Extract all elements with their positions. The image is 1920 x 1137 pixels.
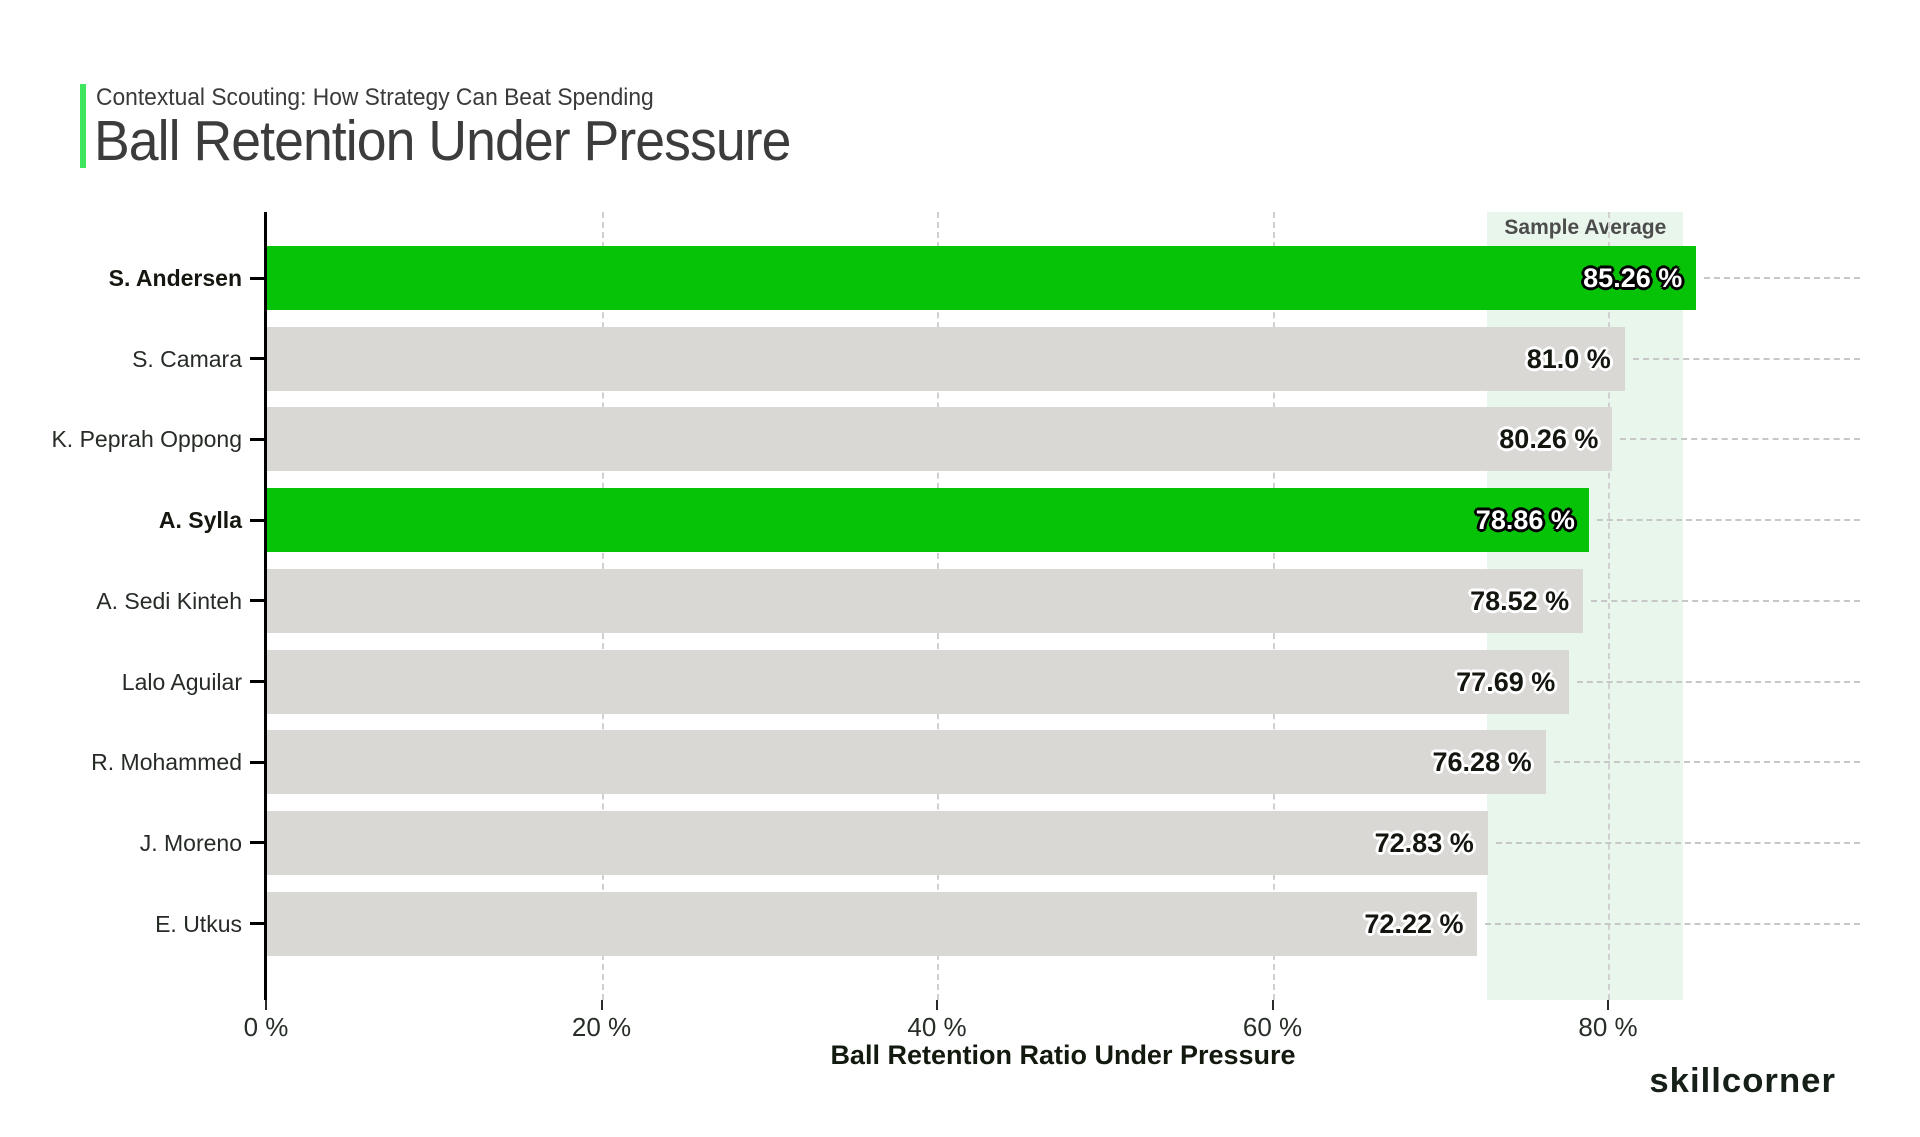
bar-leader-dash xyxy=(1596,519,1860,522)
player-label: S. Andersen xyxy=(108,265,242,291)
bar-leader-dash xyxy=(1495,841,1860,844)
x-tick-mark xyxy=(265,1000,267,1010)
plot-area: Sample Average 0 % 20 % 40 % 60 % 80 % S. Ande… xyxy=(51,212,1860,1042)
skillcorner-logo: skillcorner xyxy=(1649,1062,1836,1100)
x-tick-mark xyxy=(936,1000,938,1010)
bar-value-label: 77.69 % xyxy=(1456,666,1556,697)
bar-leader-dash xyxy=(1577,680,1860,683)
bar: 85.26 % xyxy=(266,246,1697,310)
chart-title: Ball Retention Under Pressure xyxy=(94,109,791,173)
player-label: R. Mohammed xyxy=(91,749,242,776)
title-accent-bar xyxy=(80,84,86,168)
bar: 77.69 % xyxy=(266,649,1570,714)
bar: 72.22 % xyxy=(266,891,1478,956)
y-tick-mark xyxy=(250,760,266,764)
grid-line xyxy=(1608,212,1610,1000)
x-tick-label: 80 % xyxy=(1578,1012,1638,1042)
y-tick-mark xyxy=(250,922,266,926)
y-tick-mark xyxy=(250,518,266,522)
y-tick-mark xyxy=(250,276,266,280)
player-label: K. Peprah Oppong xyxy=(51,426,242,453)
x-tick-label: 40 % xyxy=(907,1012,967,1042)
x-tick-label: 20 % xyxy=(571,1012,632,1042)
bar-value-label: 78.86 % xyxy=(1475,505,1575,536)
bar: 72.83 % xyxy=(266,810,1488,875)
bar-value-label: 72.83 % xyxy=(1374,827,1474,858)
x-tick-label: 0 % xyxy=(243,1012,289,1042)
bar: 81.0 % xyxy=(266,326,1625,391)
player-label: J. Moreno xyxy=(139,829,242,856)
bar: 78.86 % xyxy=(266,488,1589,553)
y-tick-mark xyxy=(250,599,266,603)
player-label: E. Utkus xyxy=(155,910,242,937)
player-label: S. Camara xyxy=(132,345,242,372)
player-label: A. Sylla xyxy=(158,507,242,534)
y-tick-mark xyxy=(250,437,266,441)
bar-leader-dash xyxy=(1591,599,1860,602)
player-label: Lalo Aguilar xyxy=(121,668,242,695)
x-tick-mark xyxy=(1271,1000,1274,1010)
sample-average-band-label: Sample Average xyxy=(1504,216,1667,239)
bar-leader-dash xyxy=(1485,922,1860,925)
chart-kicker: Contextual Scouting: How Strategy Can Be… xyxy=(96,84,654,111)
y-tick-mark xyxy=(250,841,266,845)
y-tick-mark xyxy=(250,357,266,361)
bar: 76.28 % xyxy=(266,730,1546,795)
bar-value-label: 76.28 % xyxy=(1432,747,1532,778)
bar-value-label: 78.52 % xyxy=(1470,585,1570,616)
bar-value-label: 85.26 % xyxy=(1583,263,1683,293)
player-label: A. Sedi Kinteh xyxy=(96,587,242,614)
y-tick-mark xyxy=(250,680,266,683)
bar-value-label: 80.26 % xyxy=(1499,424,1599,455)
x-tick-label: 60 % xyxy=(1242,1012,1303,1042)
bar-leader-dash xyxy=(1704,277,1860,279)
y-axis-spine xyxy=(264,212,267,1000)
bar-leader-dash xyxy=(1632,357,1860,360)
bar: 80.26 % xyxy=(266,407,1613,472)
bar-value-label: 81.0 % xyxy=(1526,343,1611,374)
x-axis-label: Ball Retention Ratio Under Pressure xyxy=(830,1040,1296,1070)
bar: 78.52 % xyxy=(266,568,1584,633)
x-tick-mark xyxy=(600,1000,603,1010)
bar-leader-dash xyxy=(1553,761,1860,764)
bar-leader-dash xyxy=(1620,438,1860,441)
bar-value-label: 72.22 % xyxy=(1364,908,1464,939)
x-tick-mark xyxy=(1607,1000,1609,1010)
